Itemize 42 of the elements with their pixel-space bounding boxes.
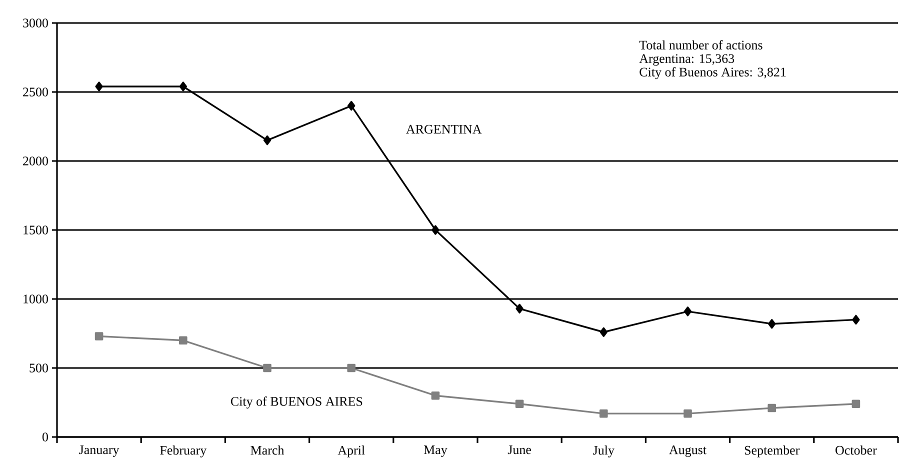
x-tick-label: February (160, 446, 207, 458)
point (600, 409, 608, 418)
x-tick-label: May (424, 446, 448, 457)
y-tick-label: 1000 (24, 294, 48, 304)
annotation: City of Buenos Aires: 3,821 (640, 67, 786, 80)
series-label: City of BUENOS AIRES (230, 396, 362, 408)
y-tick-label: 500 (30, 364, 48, 372)
point (852, 400, 860, 408)
y-tick-label: 3000 (23, 18, 48, 28)
point (179, 82, 187, 92)
point (768, 318, 776, 329)
y-tick-label: 0 (42, 432, 48, 442)
point (348, 100, 356, 111)
annotation: Total number of actions (639, 40, 762, 50)
point (684, 306, 692, 316)
point (516, 304, 524, 314)
point (684, 409, 692, 418)
point (94, 332, 104, 340)
y-tick-label: 2500 (23, 88, 48, 96)
x-tick-label: April (338, 446, 365, 458)
x-tick-label: September (744, 446, 800, 458)
point (179, 336, 188, 345)
annotation: Argentina: 15,363 (639, 54, 734, 66)
point (852, 314, 860, 325)
x-tick-label: October (836, 446, 877, 455)
point (432, 225, 440, 235)
y-tick-label: 1500 (24, 226, 48, 234)
point (600, 327, 608, 337)
x-tick-label: July (593, 446, 614, 458)
point (263, 135, 272, 146)
y-tick-label: 2000 (23, 156, 48, 166)
text: ARGENTINA (406, 124, 482, 134)
point (768, 404, 776, 412)
point (95, 82, 103, 92)
point (431, 391, 440, 400)
x-tick-label: June (508, 446, 532, 454)
x-tick-label: January (79, 446, 120, 457)
point (263, 364, 272, 372)
x-tick-label: August (669, 446, 706, 457)
point (347, 364, 356, 372)
x-tick-label: March (250, 446, 284, 455)
point (515, 400, 524, 408)
